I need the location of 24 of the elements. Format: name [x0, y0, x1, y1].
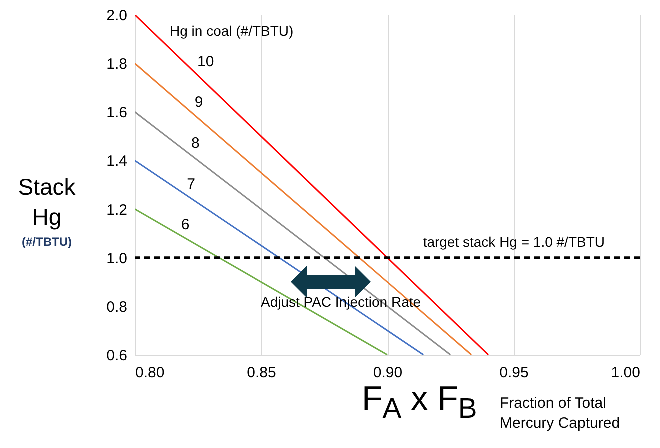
series-label: 8 — [192, 135, 200, 152]
y-tick-label: 0.8 — [106, 298, 128, 316]
y-tick-label: 1.4 — [106, 153, 128, 170]
x-axis-title: F$_{A}$ x F$_{B}$ — [362, 380, 478, 426]
x-tick-label: 0.80 — [136, 364, 165, 382]
series-label: 7 — [187, 176, 196, 193]
ref-line-label: target stack Hg = 1.0 #/TBTU — [423, 234, 605, 250]
y-tick-label: 1.0 — [106, 250, 128, 268]
y-axis-title: Stack Hg — [17, 173, 77, 232]
series-label: 10 — [198, 53, 214, 70]
text: (#/TBTU) — [21, 235, 73, 249]
y-tick-label: 1.2 — [106, 202, 128, 219]
x-tick-label: 0.95 — [500, 364, 529, 382]
y-tick-label: 1.8 — [106, 56, 128, 74]
x-tick-label: 0.90 — [373, 364, 403, 382]
text: Fraction of Total Mercury Captured — [500, 394, 622, 434]
x-tick-label: 1.00 — [611, 364, 640, 382]
y-tick-label: 0.6 — [106, 348, 128, 364]
y-tick-label: 1.6 — [106, 104, 128, 122]
x-tick-label: 0.85 — [247, 364, 276, 382]
series-label: 6 — [181, 216, 190, 234]
series-label: 9 — [194, 94, 204, 112]
y-tick-label: 2.0 — [106, 8, 128, 24]
legend-title: Hg in coal (#/TBTU) — [170, 23, 294, 39]
